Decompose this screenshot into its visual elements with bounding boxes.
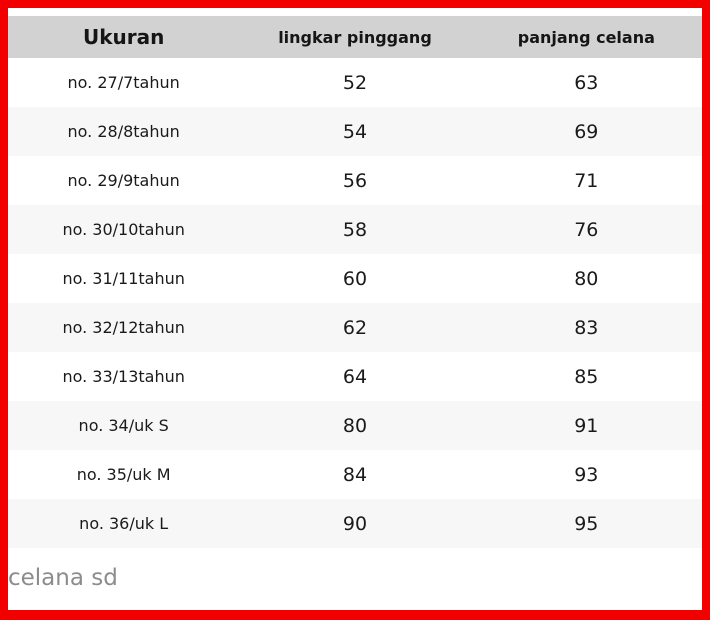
length-value-cell: 95 — [574, 512, 599, 535]
table-header-row: Ukuran lingkar pinggang panjang celana — [8, 16, 702, 58]
size-label-cell: no. 35/uk M — [76, 465, 171, 484]
table-row: no. 30/10tahun 58 76 — [8, 205, 702, 254]
waist-value-cell: 64 — [342, 365, 368, 388]
length-value-cell: 69 — [574, 120, 599, 143]
waist-value-cell: 90 — [342, 512, 368, 535]
caption-area: celana sd — [8, 548, 702, 610]
length-value-cell: 83 — [574, 316, 599, 339]
column-header-ukuran: Ukuran — [82, 25, 165, 49]
column-header-panjang-celana: panjang celana — [517, 27, 655, 47]
table-row: no. 36/uk L 90 95 — [8, 499, 702, 548]
length-value-cell: 93 — [574, 463, 599, 486]
top-gap — [8, 8, 702, 16]
waist-value-cell: 62 — [342, 316, 368, 339]
table-row: no. 28/8tahun 54 69 — [8, 107, 702, 156]
length-value-cell: 85 — [574, 365, 599, 388]
table-row: no. 31/11tahun 60 80 — [8, 254, 702, 303]
table-row: no. 34/uk S 80 91 — [8, 401, 702, 450]
table-row: no. 29/9tahun 56 71 — [8, 156, 702, 205]
length-value-cell: 71 — [574, 169, 599, 192]
waist-value-cell: 84 — [342, 463, 368, 486]
table-row: no. 32/12tahun 62 83 — [8, 303, 702, 352]
waist-value-cell: 58 — [342, 218, 368, 241]
size-label-cell: no. 28/8tahun — [67, 122, 180, 141]
size-label-cell: no. 30/10tahun — [62, 220, 185, 239]
table-row: no. 35/uk M 84 93 — [8, 450, 702, 499]
waist-value-cell: 80 — [342, 414, 368, 437]
waist-value-cell: 52 — [342, 71, 368, 94]
length-value-cell: 76 — [574, 218, 599, 241]
size-label-cell: no. 29/9tahun — [67, 171, 180, 190]
length-value-cell: 80 — [574, 267, 599, 290]
waist-value-cell: 60 — [342, 267, 368, 290]
length-value-cell: 91 — [574, 414, 599, 437]
table-row: no. 27/7tahun 52 63 — [8, 58, 702, 107]
size-chart-table: Ukuran lingkar pinggang panjang celana n… — [8, 16, 702, 548]
size-label-cell: no. 32/12tahun — [62, 318, 185, 337]
size-label-cell: no. 34/uk S — [78, 416, 169, 435]
size-label-cell: no. 31/11tahun — [62, 269, 185, 288]
size-label-cell: no. 33/13tahun — [62, 367, 185, 386]
table-body: no. 27/7tahun 52 63 no. 28/8tahun 54 69 no. 29… — [8, 58, 702, 548]
caption-text: celana sd — [8, 565, 118, 591]
size-label-cell: no. 36/uk L — [79, 514, 169, 533]
length-value-cell: 63 — [574, 71, 599, 94]
table-row: no. 33/13tahun 64 85 — [8, 352, 702, 401]
waist-value-cell: 56 — [342, 169, 368, 192]
waist-value-cell: 54 — [342, 120, 368, 143]
size-label-cell: no. 27/7tahun — [67, 73, 180, 92]
column-header-lingkar-pinggang: lingkar pinggang — [278, 27, 432, 47]
